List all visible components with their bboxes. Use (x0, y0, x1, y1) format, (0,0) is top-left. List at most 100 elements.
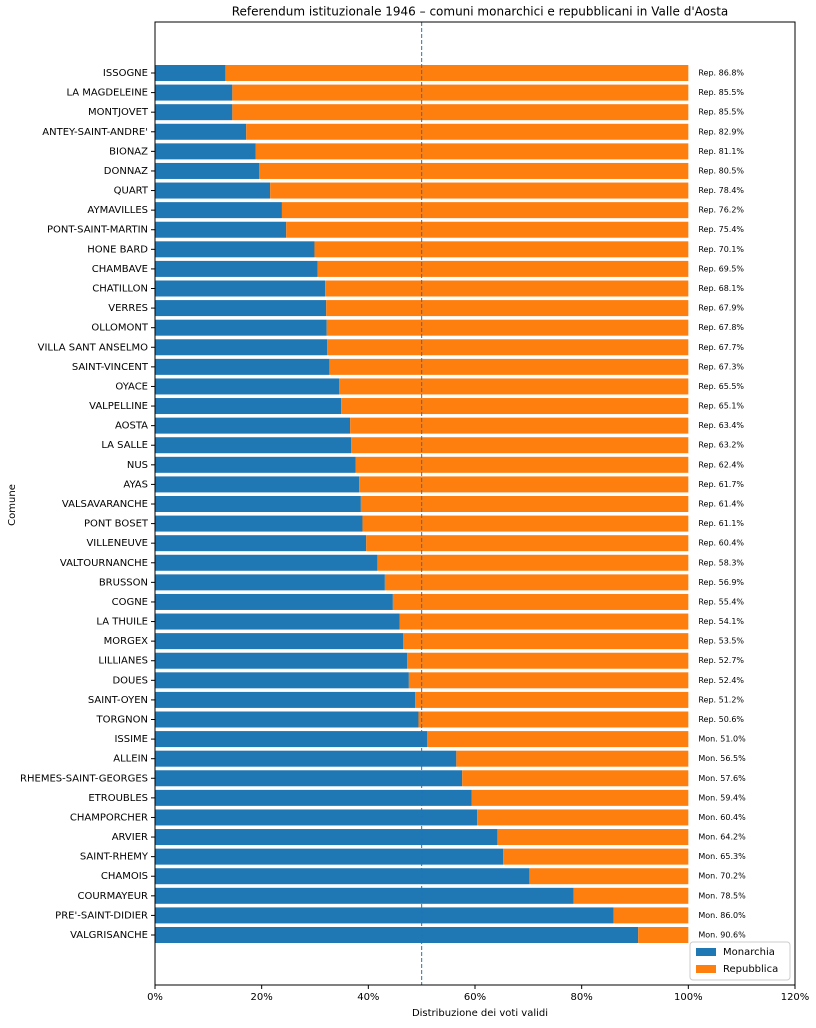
bar-label: Rep. 67.7% (698, 343, 744, 352)
bar-segment (155, 593, 393, 610)
bar-segment (155, 182, 271, 199)
bar-segment (326, 319, 689, 336)
bar-label: Rep. 78.4% (698, 186, 744, 195)
bar-segment (407, 652, 689, 669)
bar-segment (497, 829, 689, 846)
bar-segment (377, 554, 689, 571)
bar-segment (613, 907, 689, 924)
bar-segment (155, 652, 408, 669)
bar-label: Rep. 51.2% (698, 695, 744, 704)
y-tick-label: VALGRISANCHE (70, 930, 148, 941)
bar-segment (155, 672, 409, 689)
bar-segment (155, 868, 530, 885)
y-tick-label: SAINT-RHEMY (80, 852, 149, 863)
bar-label: Rep. 53.5% (698, 637, 744, 646)
bar-segment (418, 711, 689, 728)
bar-segment (155, 907, 614, 924)
bar-segment (155, 143, 256, 160)
bar-segment (155, 633, 403, 650)
bar-segment (573, 887, 689, 904)
y-tick-label: ETROUBLES (88, 793, 148, 804)
bar-segment (325, 280, 689, 297)
y-tick-label: HONE BARD (87, 244, 148, 255)
y-tick-label: VILLA SANT ANSELMO (38, 342, 149, 353)
bar-label: Mon. 57.6% (698, 774, 746, 783)
y-tick-label: ALLEIN (113, 754, 148, 765)
y-tick-label: LA THUILE (96, 617, 148, 628)
bar-label: Rep. 52.7% (698, 656, 744, 665)
chart-title: Referendum istituzionale 1946 – comuni m… (232, 5, 729, 19)
bar-segment (351, 437, 689, 454)
bar-label: Mon. 59.4% (698, 793, 746, 802)
bar-segment (155, 65, 226, 81)
bar-label: Rep. 85.5% (698, 88, 744, 97)
bar-label: Rep. 61.4% (698, 500, 744, 509)
bar-segment (638, 927, 689, 943)
y-tick-label: ISSOGNE (103, 68, 148, 79)
x-tick-label: 80% (571, 992, 593, 1003)
y-tick-label: VERRES (108, 303, 148, 314)
y-tick-label: PONT-SAINT-MARTIN (47, 225, 148, 236)
bar-label: Rep. 67.3% (698, 362, 744, 371)
bar-segment (286, 221, 689, 238)
bar-segment (155, 221, 287, 238)
y-tick-label: NUS (127, 460, 148, 471)
bar-label: Rep. 61.7% (698, 480, 744, 489)
bar-segment (471, 789, 689, 806)
bar-segment (155, 202, 282, 219)
bar-segment (270, 182, 689, 199)
bar-segment (155, 456, 356, 473)
bar-segment (503, 848, 689, 865)
legend-swatch (696, 948, 716, 956)
bar-label: Rep. 63.4% (698, 421, 744, 430)
y-tick-label: DONNAZ (104, 166, 148, 177)
bar-segment (155, 789, 472, 806)
bar-label: Rep. 55.4% (698, 597, 744, 606)
bar-segment (155, 927, 639, 943)
bar-label: Rep. 58.3% (698, 558, 744, 567)
legend-label: Monarchia (723, 947, 775, 958)
bar-segment (259, 162, 689, 179)
bar-segment (392, 593, 689, 610)
x-tick-label: 40% (357, 992, 379, 1003)
x-tick-label: 60% (464, 992, 486, 1003)
bar-label: Rep. 65.5% (698, 382, 744, 391)
bar-segment (155, 358, 330, 375)
x-tick-label: 20% (251, 992, 273, 1003)
bar-label: Mon. 78.5% (698, 891, 746, 900)
bar-label: Rep. 82.9% (698, 127, 744, 136)
y-tick-label: PONT BOSET (84, 519, 149, 530)
bar-label: Rep. 76.2% (698, 206, 744, 215)
y-tick-label: CHAMOIS (101, 871, 148, 882)
y-tick-label: BRUSSON (99, 577, 148, 588)
bar-label: Rep. 62.4% (698, 460, 744, 469)
bar-label: Rep. 69.5% (698, 264, 744, 273)
legend-swatch (696, 965, 716, 973)
bar-segment (155, 554, 378, 571)
y-tick-label: MORGEX (104, 636, 149, 647)
y-tick-label: AYMAVILLES (87, 205, 148, 216)
bar-segment (403, 633, 689, 650)
bar-segment (456, 750, 689, 767)
bar-label: Mon. 70.2% (698, 872, 746, 881)
bar-segment (329, 358, 689, 375)
y-tick-label: OYACE (115, 381, 148, 392)
x-tick-label: 100% (674, 992, 703, 1003)
bar-segment (359, 476, 689, 493)
y-tick-label: VALSAVARANCHE (62, 499, 148, 510)
bar-segment (155, 300, 327, 317)
bar-segment (399, 613, 689, 630)
bar-label: Rep. 85.5% (698, 108, 744, 117)
bar-label: Rep. 52.4% (698, 676, 744, 685)
bar-segment (529, 868, 689, 885)
bar-segment (355, 456, 689, 473)
bar-segment (462, 770, 689, 787)
bar-label: Rep. 67.9% (698, 304, 744, 313)
bar-segment (408, 672, 689, 689)
y-tick-label: CHAMPORCHER (70, 812, 148, 823)
y-tick-label: PRE'-SAINT-DIDIER (55, 910, 148, 921)
bar-label: Mon. 60.4% (698, 813, 746, 822)
bar-label: Mon. 90.6% (698, 931, 746, 940)
bar-segment (155, 574, 385, 591)
y-tick-label: OLLOMONT (91, 323, 149, 334)
